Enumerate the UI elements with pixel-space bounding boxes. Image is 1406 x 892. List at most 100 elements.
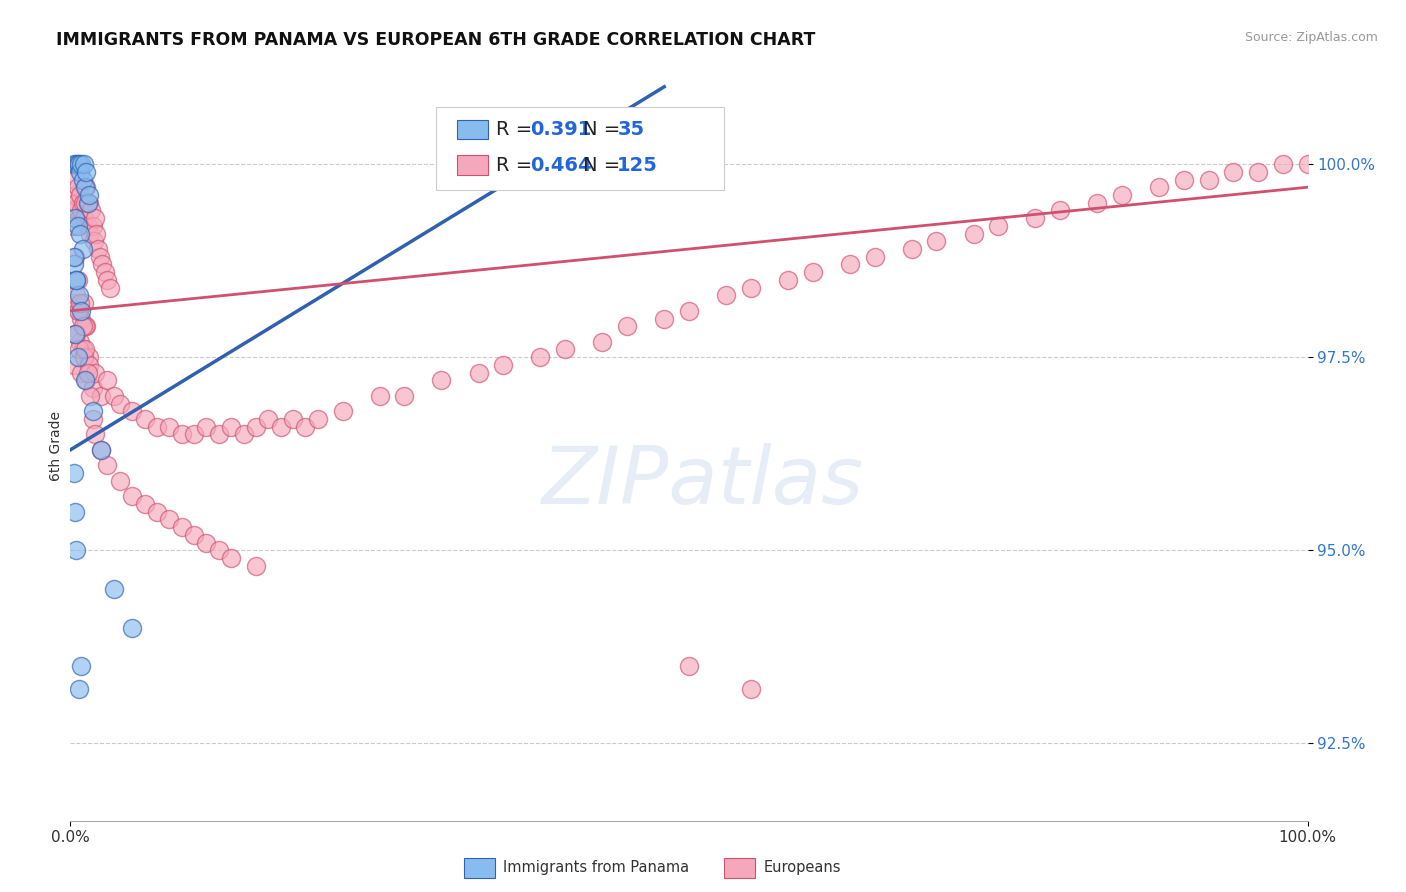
Point bbox=[65, 326, 87, 341]
Point bbox=[72, 319, 94, 334]
Point bbox=[170, 520, 193, 534]
Text: IMMIGRANTS FROM PANAMA VS EUROPEAN 6TH GRADE CORRELATION CHART: IMMIGRANTS FROM PANAMA VS EUROPEAN 6TH G… bbox=[56, 31, 815, 49]
Point bbox=[368, 389, 391, 403]
Point bbox=[77, 350, 100, 364]
Point bbox=[75, 180, 97, 194]
Point bbox=[67, 157, 90, 171]
Point bbox=[75, 319, 97, 334]
Point bbox=[65, 505, 87, 519]
Point bbox=[63, 188, 86, 202]
Point bbox=[108, 396, 131, 410]
Text: N =: N = bbox=[583, 155, 627, 175]
Point bbox=[294, 419, 316, 434]
Point bbox=[208, 427, 231, 442]
Point bbox=[76, 366, 98, 380]
Point bbox=[62, 203, 84, 218]
Point bbox=[65, 288, 87, 302]
Point bbox=[195, 535, 218, 549]
Point bbox=[157, 419, 180, 434]
Point bbox=[63, 358, 86, 372]
Point bbox=[900, 242, 922, 256]
Point bbox=[103, 582, 125, 596]
Point bbox=[62, 219, 84, 233]
Point bbox=[84, 211, 107, 226]
Point bbox=[1049, 203, 1071, 218]
Point bbox=[65, 326, 87, 341]
Point bbox=[270, 419, 292, 434]
Point bbox=[1198, 172, 1220, 186]
Point bbox=[70, 157, 93, 171]
Point bbox=[492, 358, 515, 372]
Point bbox=[1024, 211, 1046, 226]
Point bbox=[65, 172, 87, 186]
Point bbox=[75, 195, 97, 210]
Point bbox=[1222, 165, 1244, 179]
Point bbox=[1147, 180, 1170, 194]
Point bbox=[77, 358, 100, 372]
Point bbox=[65, 195, 87, 210]
Text: 0.464: 0.464 bbox=[530, 155, 592, 175]
Point bbox=[73, 350, 96, 364]
Point bbox=[69, 165, 91, 179]
Point bbox=[70, 203, 93, 218]
Point bbox=[740, 280, 762, 294]
Point bbox=[65, 250, 87, 264]
Point bbox=[121, 621, 143, 635]
Point bbox=[307, 412, 329, 426]
Point bbox=[219, 551, 242, 566]
Point bbox=[76, 219, 98, 233]
Point bbox=[67, 343, 90, 357]
Point bbox=[1247, 165, 1270, 179]
Point bbox=[332, 404, 354, 418]
Point bbox=[208, 543, 231, 558]
Point bbox=[72, 343, 94, 357]
Point bbox=[183, 427, 205, 442]
Point bbox=[70, 366, 93, 380]
Point bbox=[66, 273, 89, 287]
Point bbox=[281, 412, 304, 426]
Point bbox=[69, 334, 91, 349]
Point bbox=[245, 419, 267, 434]
Point bbox=[69, 296, 91, 310]
Point bbox=[72, 242, 94, 256]
Point bbox=[79, 227, 101, 241]
Point bbox=[66, 180, 89, 194]
Point bbox=[67, 303, 90, 318]
Text: ZIPatlas: ZIPatlas bbox=[541, 442, 865, 521]
Point bbox=[108, 474, 131, 488]
Text: 125: 125 bbox=[617, 155, 658, 175]
Point bbox=[77, 195, 100, 210]
Point bbox=[65, 211, 87, 226]
Point bbox=[63, 296, 86, 310]
Point bbox=[591, 334, 613, 349]
Point bbox=[65, 273, 87, 287]
Point bbox=[170, 427, 193, 442]
Point bbox=[73, 157, 96, 171]
Point bbox=[63, 157, 86, 171]
Point bbox=[82, 404, 104, 418]
Text: R =: R = bbox=[496, 155, 538, 175]
Point bbox=[69, 227, 91, 241]
Point bbox=[925, 235, 948, 249]
Point bbox=[838, 257, 860, 271]
Point bbox=[73, 211, 96, 226]
Point bbox=[89, 250, 111, 264]
Point bbox=[1271, 157, 1294, 171]
Text: 0.391: 0.391 bbox=[530, 120, 592, 139]
Text: Immigrants from Panama: Immigrants from Panama bbox=[503, 860, 689, 874]
Point bbox=[94, 265, 117, 279]
Point bbox=[79, 389, 101, 403]
Y-axis label: 6th Grade: 6th Grade bbox=[49, 411, 63, 481]
Point bbox=[96, 458, 118, 473]
Point bbox=[82, 381, 104, 395]
Point bbox=[75, 180, 97, 194]
Point bbox=[90, 442, 112, 457]
Point bbox=[103, 389, 125, 403]
Point bbox=[1173, 172, 1195, 186]
Point bbox=[66, 157, 89, 171]
Point bbox=[467, 366, 489, 380]
Point bbox=[75, 373, 97, 387]
Point bbox=[63, 250, 86, 264]
Point bbox=[678, 303, 700, 318]
Point bbox=[65, 273, 87, 287]
